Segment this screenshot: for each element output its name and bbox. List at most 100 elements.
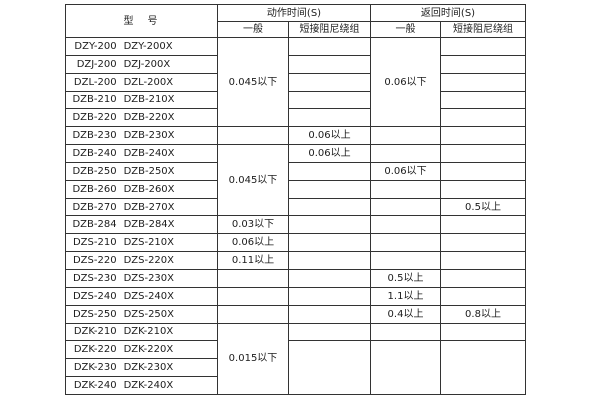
value-cell-action-general	[217, 286, 289, 306]
table-row: DZB-230 DZB-230X 0.06以上	[65, 126, 526, 146]
value-cell-return-damping	[440, 37, 526, 56]
model-name-x: DZS-220X	[123, 255, 175, 267]
value-cell-action-general	[217, 268, 289, 288]
model-cell: DZS-240 DZS-240X	[65, 286, 218, 306]
header-return-general: 一般	[370, 21, 441, 38]
model-name: DZS-250	[72, 308, 117, 320]
model-name: DZS-230	[72, 272, 117, 284]
header-return-damping: 短接阻尼绕组	[440, 21, 526, 38]
model-pair: DZS-250 DZS-250X	[67, 308, 217, 320]
model-name: DZB-270	[72, 201, 117, 213]
value-cell-action-damping	[288, 286, 371, 306]
model-pair: DZB-230 DZB-230X	[67, 130, 217, 142]
model-cell: DZB-250 DZB-250X	[65, 161, 218, 181]
value-cell-action-general	[217, 304, 289, 324]
model-name: DZB-230	[72, 130, 117, 142]
model-cell: DZS-250 DZS-250X	[65, 304, 218, 324]
table-row: DZS-230 DZS-230X 0.5以上	[65, 268, 526, 288]
model-cell: DZS-230 DZS-230X	[65, 268, 218, 288]
model-name-x: DZS-250X	[123, 308, 175, 320]
value-cell-action-damping: 0.06以上	[288, 144, 371, 163]
model-name-x: DZL-200X	[123, 76, 174, 88]
model-pair: DZB-210 DZB-210X	[67, 94, 217, 106]
model-pair: DZK-230 DZK-230X	[67, 362, 217, 374]
model-name: DZB-250	[72, 165, 117, 177]
model-name-x: DZS-230X	[123, 272, 175, 284]
model-name: DZB-240	[72, 147, 117, 159]
header-action-damping: 短接阻尼绕组	[288, 21, 371, 38]
value-cell-return-general	[370, 233, 441, 253]
table-row: DZS-240 DZS-240X 1.1以上	[65, 286, 526, 306]
value-cell-action-damping: 0.06以上	[288, 126, 371, 146]
table-row: DZL-200 DZL-200X	[65, 72, 526, 92]
model-pair: DZB-240 DZB-240X	[67, 147, 217, 159]
model-pair: DZB-260 DZB-260X	[67, 183, 217, 195]
model-name-x: DZS-240X	[123, 290, 175, 302]
model-name: DZB-210	[72, 94, 117, 106]
model-pair: DZB-250 DZB-250X	[67, 165, 217, 177]
relay-spec-table: 型 号 动作时间(S) 返回时间(S) 一般 短接阻尼绕组 一般 短接阻尼绕组 …	[65, 4, 526, 395]
model-name: DZS-220	[72, 255, 117, 267]
model-cell: DZB-230 DZB-230X	[65, 126, 218, 146]
model-name-x: DZK-220X	[123, 344, 174, 356]
value-cell-return-damping	[440, 161, 526, 181]
model-name-x: DZB-250X	[123, 165, 175, 177]
table-row: DZK-240 DZK-240X	[65, 376, 526, 395]
value-cell-action-damping	[288, 54, 371, 74]
model-name: DZL-200	[73, 76, 117, 88]
table-row: DZB-210 DZB-210X	[65, 90, 526, 110]
value-cell-return-damping: 0.5以上	[440, 197, 526, 217]
header-action-time: 动作时间(S)	[217, 4, 371, 22]
model-pair: DZL-200 DZL-200X	[67, 76, 217, 88]
model-name: DZK-240	[73, 379, 117, 391]
table-body: DZY-200 DZY-200X 0.045以下 0.06以下 DZJ-200 DZJ-2…	[65, 36, 526, 395]
value-cell-return-damping	[440, 340, 526, 395]
model-cell: DZJ-200 DZJ-200X	[65, 54, 218, 74]
value-cell-return-general	[370, 179, 441, 199]
value-cell-action-damping	[288, 322, 371, 342]
value-cell-action-damping	[288, 340, 371, 395]
header-group-row: 型 号 动作时间(S) 返回时间(S)	[65, 4, 526, 38]
value-cell-return-general	[370, 215, 441, 235]
value-cell-return-damping	[440, 215, 526, 235]
value-cell-action-general: 0.06以上	[217, 233, 289, 253]
model-name-x: DZS-210X	[123, 237, 175, 249]
value-cell-action-damping	[288, 37, 371, 56]
value-cell-return-damping	[440, 144, 526, 163]
model-name-x: DZK-230X	[123, 362, 174, 374]
value-cell-return-general	[370, 251, 441, 270]
model-name: DZK-220	[73, 344, 117, 356]
table-row: DZJ-200 DZJ-200X	[65, 54, 526, 74]
model-pair: DZS-240 DZS-240X	[67, 290, 217, 302]
model-pair: DZS-220 DZS-220X	[67, 255, 217, 267]
value-cell-return-general: 0.5以上	[370, 268, 441, 288]
value-cell-return-damping	[440, 108, 526, 128]
value-cell-return-damping	[440, 322, 526, 342]
value-cell-return-damping	[440, 54, 526, 74]
model-name: DZJ-200	[76, 58, 117, 70]
model-pair: DZK-210 DZK-210X	[67, 326, 217, 338]
value-cell-action-damping	[288, 90, 371, 110]
model-name-x: DZB-240X	[123, 147, 175, 159]
value-cell-return-damping	[440, 233, 526, 253]
value-cell-return-damping	[440, 126, 526, 146]
model-pair: DZS-230 DZS-230X	[67, 272, 217, 284]
model-name: DZB-260	[72, 183, 117, 195]
model-name-x: DZB-270X	[123, 201, 175, 213]
model-name: DZS-240	[72, 290, 117, 302]
model-name-x: DZK-240X	[123, 379, 174, 391]
model-name-x: DZK-210X	[123, 326, 174, 338]
value-cell-action-damping	[288, 179, 371, 199]
header-return-time: 返回时间(S)	[370, 4, 526, 22]
model-cell: DZB-220 DZB-220X	[65, 108, 218, 128]
table-header: 型 号 动作时间(S) 返回时间(S) 一般 短接阻尼绕组 一般 短接阻尼绕组	[65, 4, 526, 38]
model-cell: DZB-284 DZB-284X	[65, 215, 218, 235]
model-name-x: DZB-220X	[123, 112, 175, 124]
value-cell-action-general: 0.045以下	[217, 144, 289, 217]
value-cell-return-general	[370, 322, 441, 342]
model-name-x: DZY-200X	[123, 40, 173, 52]
model-pair: DZK-240 DZK-240X	[67, 379, 217, 391]
header-subcol-row: 一般 短接阻尼绕组 一般 短接阻尼绕组	[66, 21, 526, 38]
model-name: DZB-284	[72, 219, 117, 231]
